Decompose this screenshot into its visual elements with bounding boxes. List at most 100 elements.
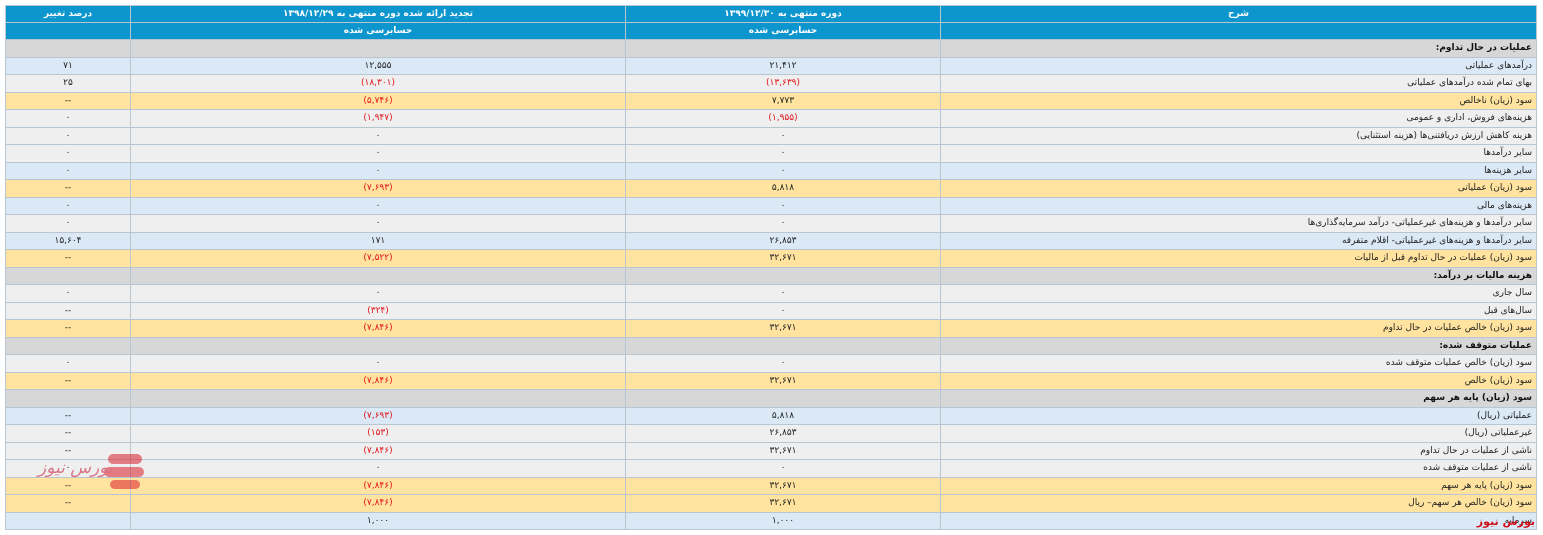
row-change-percent: ۷۱ [5,56,131,75]
row-description: سایر هزینه‌ها [940,161,1537,180]
row-prior-value: ۰ [130,284,626,303]
row-prior-value [130,389,626,408]
row-prior-value: (۷,۸۴۶) [130,371,626,390]
audit-status-row: حسابرسی شده حسابرسی شده [5,22,1537,40]
row-change-percent: ۱۵,۶۰۴ [5,231,131,250]
row-description: سال جاری [940,284,1537,303]
table-row: درآمدهای عملیاتی ۲۱,۴۱۲ ۱۲,۵۵۵ ۷۱ [5,56,1537,75]
row-change-percent [5,39,131,58]
row-prior-value: (۷,۸۴۶) [130,476,626,495]
row-current-value: (۱۳,۶۳۹) [625,74,941,93]
row-current-value: ۳۲,۶۷۱ [625,319,941,338]
row-current-value: ۳۲,۶۷۱ [625,371,941,390]
row-description: هزینه کاهش ارزش دریافتنی‌ها (هزینه استثن… [940,126,1537,145]
table-row: سود (زیان) پایه هر سهم ۳۲,۶۷۱ (۷,۸۴۶) -- [5,476,1537,495]
row-prior-value: (۵,۷۴۶) [130,91,626,110]
row-change-percent: -- [5,179,131,198]
row-prior-value: ۰ [130,214,626,233]
table-row: سود (زیان) خالص ۳۲,۶۷۱ (۷,۸۴۶) -- [5,371,1537,390]
row-description: سود (زیان) پایه هر سهم [940,476,1537,495]
row-prior-value: ۱۷۱ [130,231,626,250]
table-row: سایر درآمدها ۰ ۰ ۰ [5,144,1537,163]
row-description: سایر درآمدها [940,144,1537,163]
table-row: سال‌های قبل ۰ (۳۲۴) -- [5,301,1537,320]
row-current-value: ۳۲,۶۷۱ [625,249,941,268]
row-current-value: ۳۲,۶۷۱ [625,476,941,495]
income-statement-container: شرح دوره منتهی به ۱۳۹۹/۱۲/۳۰ تجدید ارائه… [5,5,1537,530]
row-prior-value: (۱,۹۴۷) [130,109,626,128]
table-row: سرمایه ۱,۰۰۰ ۱,۰۰۰ [5,511,1537,530]
row-prior-value: ۱۲,۵۵۵ [130,56,626,75]
row-change-percent: -- [5,91,131,110]
row-current-value: ۲۱,۴۱۲ [625,56,941,75]
row-current-value: ۰ [625,196,941,215]
row-change-percent: -- [5,441,131,460]
audit-status-prior: حسابرسی شده [130,22,626,40]
row-change-percent: ۰ [5,459,131,478]
row-description: ناشی از عملیات متوقف شده [940,459,1537,478]
row-prior-value: ۰ [130,196,626,215]
row-description: سود (زیان) عملیاتی [940,179,1537,198]
row-current-value [625,389,941,408]
table-row: سود (زیان) خالص عملیات متوقف شده ۰ ۰ ۰ [5,354,1537,373]
table-row: هزینه‌های فروش، اداری و عمومی (۱,۹۵۵) (۱,۹… [5,109,1537,128]
row-change-percent: -- [5,371,131,390]
row-prior-value: (۷,۵۲۲) [130,249,626,268]
row-description: سود (زیان) عملیات در حال تداوم قبل از ما… [940,249,1537,268]
table-row: ناشی از عملیات در حال تداوم ۳۲,۶۷۱ (۷,۸۴۶)… [5,441,1537,460]
row-description: عملیاتی (ریال) [940,406,1537,425]
row-description: سال‌های قبل [940,301,1537,320]
table-row: سود (زیان) خالص هر سهم– ریال ۳۲,۶۷۱ (۷,۸۴۶… [5,494,1537,513]
table-row: سایر درآمدها و هزینه‌های غیرعملیاتی- اقل… [5,231,1537,250]
row-description: سود (زیان) خالص [940,371,1537,390]
row-prior-value: ۰ [130,161,626,180]
row-description: سایر درآمدها و هزینه‌های غیرعملیاتی- درآ… [940,214,1537,233]
table-row: سود (زیان) عملیات در حال تداوم قبل از ما… [5,249,1537,268]
header-current-period: دوره منتهی به ۱۳۹۹/۱۲/۳۰ [625,5,941,23]
row-change-percent: -- [5,406,131,425]
row-prior-value [130,39,626,58]
row-prior-value: (۷,۸۴۶) [130,441,626,460]
table-body: عملیات در حال تداوم: درآمدهای عملیاتی ۲۱,۴… [5,39,1537,530]
row-change-percent: ۰ [5,196,131,215]
row-description: هزینه‌های فروش، اداری و عمومی [940,109,1537,128]
table-row: سایر هزینه‌ها ۰ ۰ ۰ [5,161,1537,180]
row-change-percent: ۰ [5,354,131,373]
row-current-value: (۱,۹۵۵) [625,109,941,128]
row-current-value [625,39,941,58]
section-row: عملیات در حال تداوم: [5,39,1537,58]
row-current-value: ۵,۸۱۸ [625,179,941,198]
row-change-percent [5,336,131,355]
row-current-value: ۲۶,۸۵۳ [625,231,941,250]
row-description: سود (زیان) خالص عملیات در حال تداوم [940,319,1537,338]
section-title: سود (زیان) پایه هر سهم [940,389,1537,408]
audit-status-current: حسابرسی شده [625,22,941,40]
header-prior-period: تجدید ارائه شده دوره منتهی به ۱۳۹۸/۱۲/۲۹ [130,5,626,23]
row-current-value: ۰ [625,161,941,180]
table-row: هزینه کاهش ارزش دریافتنی‌ها (هزینه استثن… [5,126,1537,145]
section-row: هزینه مالیات بر درآمد: [5,266,1537,285]
header-row: شرح دوره منتهی به ۱۳۹۹/۱۲/۳۰ تجدید ارائه… [5,5,1537,23]
row-prior-value: (۷,۸۴۶) [130,494,626,513]
row-prior-value [130,266,626,285]
section-title: هزینه مالیات بر درآمد: [940,266,1537,285]
row-change-percent: -- [5,424,131,443]
bourse-news-watermark: بورس نیوز [38,446,150,498]
row-prior-value: ۰ [130,126,626,145]
row-change-percent: ۰ [5,109,131,128]
row-current-value [625,336,941,355]
section-row: عملیات متوقف شده: [5,336,1537,355]
row-prior-value: ۰ [130,459,626,478]
row-prior-value: ۰ [130,354,626,373]
row-change-percent: ۰ [5,214,131,233]
row-current-value: ۰ [625,214,941,233]
bottom-logo-text: بورس نیوز [1476,515,1535,528]
table-row: سود (زیان) عملیاتی ۵,۸۱۸ (۷,۶۹۳) -- [5,179,1537,198]
row-change-percent [5,266,131,285]
table-row: سایر درآمدها و هزینه‌های غیرعملیاتی- درآ… [5,214,1537,233]
table-row: ناشی از عملیات متوقف شده ۰ ۰ ۰ [5,459,1537,478]
table-row: سود (زیان) ناخالص ۷,۷۷۳ (۵,۷۴۶) -- [5,91,1537,110]
row-description: سود (زیان) ناخالص [940,91,1537,110]
row-change-percent: -- [5,249,131,268]
row-current-value: ۰ [625,284,941,303]
